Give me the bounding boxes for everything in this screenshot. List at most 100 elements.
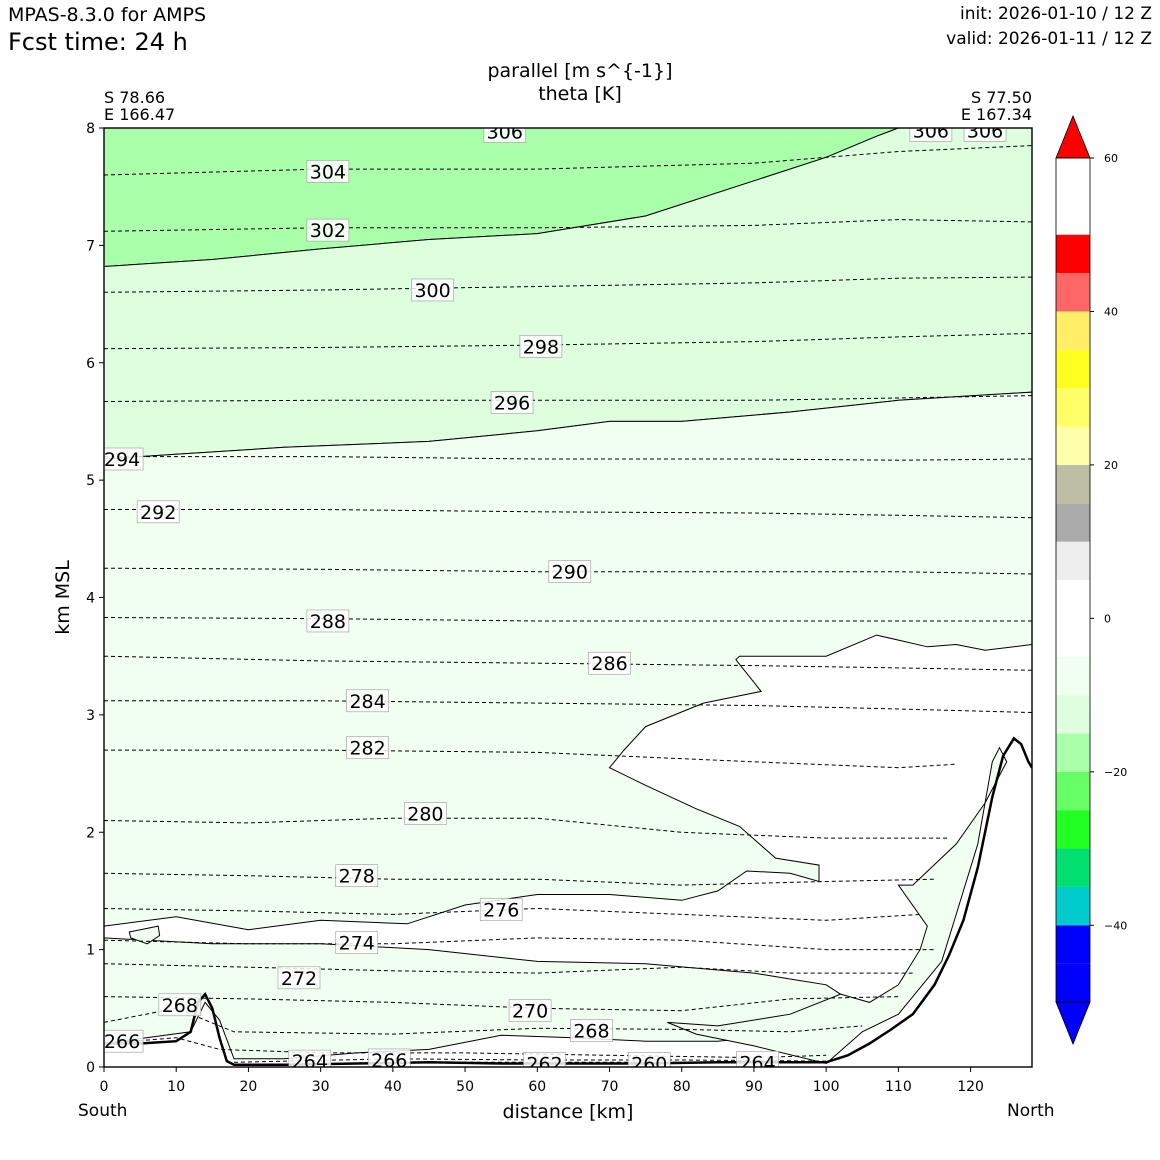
x-tick-label-20: 20 (240, 1079, 258, 1095)
theta-label-284: 284 (349, 691, 385, 713)
left-endpoint-coords: S 78.66 E 166.47 (104, 89, 175, 123)
theta-label-264-box (288, 1049, 332, 1067)
x-tick-label-80: 80 (673, 1079, 691, 1095)
y-tick-label-8: 8 (86, 121, 95, 137)
theta-contour-282 (104, 749, 957, 769)
theta-contour-298 (104, 332, 1032, 350)
fill-region-2 (104, 391, 1032, 1060)
theta-label-extra-2-box (367, 1048, 411, 1067)
x-tick-label-110: 110 (885, 1079, 912, 1095)
forecast-time: Fcst time: 24 h (8, 28, 188, 56)
colorbar-bin-16 (1056, 349, 1090, 389)
theta-contour-292 (104, 509, 1032, 519)
theta-label-306-box (483, 128, 527, 143)
colorbar-tick-label-4: 40 (1104, 305, 1118, 318)
theta-label-extra-1-box (963, 128, 1007, 142)
colorbar-bin-4 (1056, 810, 1090, 849)
y-tick-label-0: 0 (86, 1060, 95, 1076)
theta-label-extra-4-box (570, 1019, 613, 1042)
x-tick-label-70: 70 (601, 1079, 619, 1095)
colorbar-bin-13 (1056, 464, 1090, 504)
south-label: South (78, 1101, 128, 1121)
theta-contour-302 (104, 219, 1032, 232)
theta-label-272-box (277, 966, 321, 990)
colorbar-bin-8 (1056, 656, 1090, 696)
theta-label-300: 300 (414, 280, 450, 302)
x-tick-label-40: 40 (384, 1079, 402, 1095)
theta-label-286: 286 (591, 653, 627, 675)
left-endpoint-lon: E 166.47 (104, 105, 176, 124)
theta-label-272: 272 (281, 968, 317, 990)
colorbar-bin-6 (1056, 733, 1090, 772)
theta-label-268-box (158, 993, 202, 1017)
x-tick-label-0: 0 (100, 1079, 109, 1095)
theta-label-extra-2: 266 (371, 1050, 407, 1072)
theta-contour-294 (104, 456, 1032, 461)
terrain-line (104, 736, 1032, 1066)
colorbar-bin-12 (1056, 503, 1090, 542)
theta-label-276-box (479, 898, 523, 922)
theta-label-292: 292 (140, 502, 176, 524)
theta-label-282: 282 (349, 738, 385, 760)
theta-label-extra-0-box (909, 128, 953, 142)
theta-label-288: 288 (310, 611, 346, 633)
colorbar-bin-14 (1056, 426, 1090, 465)
theta-contour-296 (104, 395, 1032, 402)
colorbar-tick-label-3: 20 (1104, 459, 1118, 472)
colorbar-tick-label-2: 0 (1104, 612, 1111, 625)
valid-time: valid: 2026-01-11 / 12 Z (946, 29, 1152, 49)
theta-contour-284 (104, 700, 1032, 713)
right-endpoint-lon: E 167.34 (960, 105, 1032, 124)
theta-label-288-box (306, 609, 350, 633)
colorbar-bin-10 (1056, 580, 1090, 619)
theta-contour-270 (104, 996, 899, 1012)
y-tick-label-3: 3 (86, 708, 95, 724)
colorbar-tick-label-5: 60 (1104, 152, 1118, 165)
theta-label-274: 274 (339, 933, 375, 955)
x-tick-label-30: 30 (312, 1079, 330, 1095)
theta-label-294-box (104, 447, 144, 471)
theta-label-268: 268 (162, 995, 198, 1017)
theta-label-302-box (306, 218, 350, 242)
theta-contour-304 (104, 145, 1032, 176)
colorbar-bin-3 (1056, 848, 1090, 887)
theta-label-262: 262 (526, 1053, 562, 1075)
theta-contour-280 (104, 817, 949, 839)
theta-contour-268 (104, 1007, 863, 1035)
colorbar-frame (1055, 157, 1091, 1003)
theta-contour-278 (104, 872, 935, 886)
colorbar-tick-label-1: −20 (1104, 766, 1127, 779)
x-axis-label: distance [km] (503, 1101, 634, 1123)
theta-label-296: 296 (494, 393, 530, 415)
theta-label-270: 270 (512, 1001, 548, 1023)
y-tick-label-1: 1 (86, 943, 95, 959)
init-time: init: 2026-01-10 / 12 Z (959, 4, 1152, 24)
theta-label-306: 306 (487, 122, 523, 144)
colorbar-bin-9 (1056, 618, 1090, 657)
theta-label-298: 298 (523, 336, 559, 358)
theta-contour-274 (104, 937, 935, 951)
fill-region-3 (667, 746, 1008, 1065)
theta-label-282-box (346, 736, 389, 760)
theta-label-274-box (335, 931, 379, 954)
theta-label-260-box (627, 1052, 671, 1067)
theta-label-298-box (519, 335, 563, 358)
plot-layer: 306 304 302 300 298 296 294 292 290 288 286 284 282 2… (104, 122, 1032, 1075)
theta-contour-286 (104, 655, 1032, 671)
left-endpoint-lat: S 78.66 (104, 88, 166, 107)
theta-label-extra-3-box (736, 1051, 779, 1067)
theta-label-260: 260 (631, 1053, 667, 1075)
theta-label-290-box (548, 560, 592, 583)
colorbar-extend-bottom (1055, 1001, 1091, 1046)
theta-label-292-box (136, 500, 180, 524)
theta-label-266-box (104, 1029, 144, 1053)
right-endpoint-coords: S 77.50 E 167.34 (961, 89, 1032, 123)
colorbar-bin-17 (1056, 311, 1090, 350)
theta-contour-288 (104, 617, 1032, 622)
theta-label-280-box (404, 802, 447, 825)
theta-label-300-box (411, 278, 454, 302)
theta-label-278: 278 (339, 866, 375, 888)
theta-label-296-box (490, 391, 534, 414)
theta-contour-290 (104, 567, 1032, 575)
